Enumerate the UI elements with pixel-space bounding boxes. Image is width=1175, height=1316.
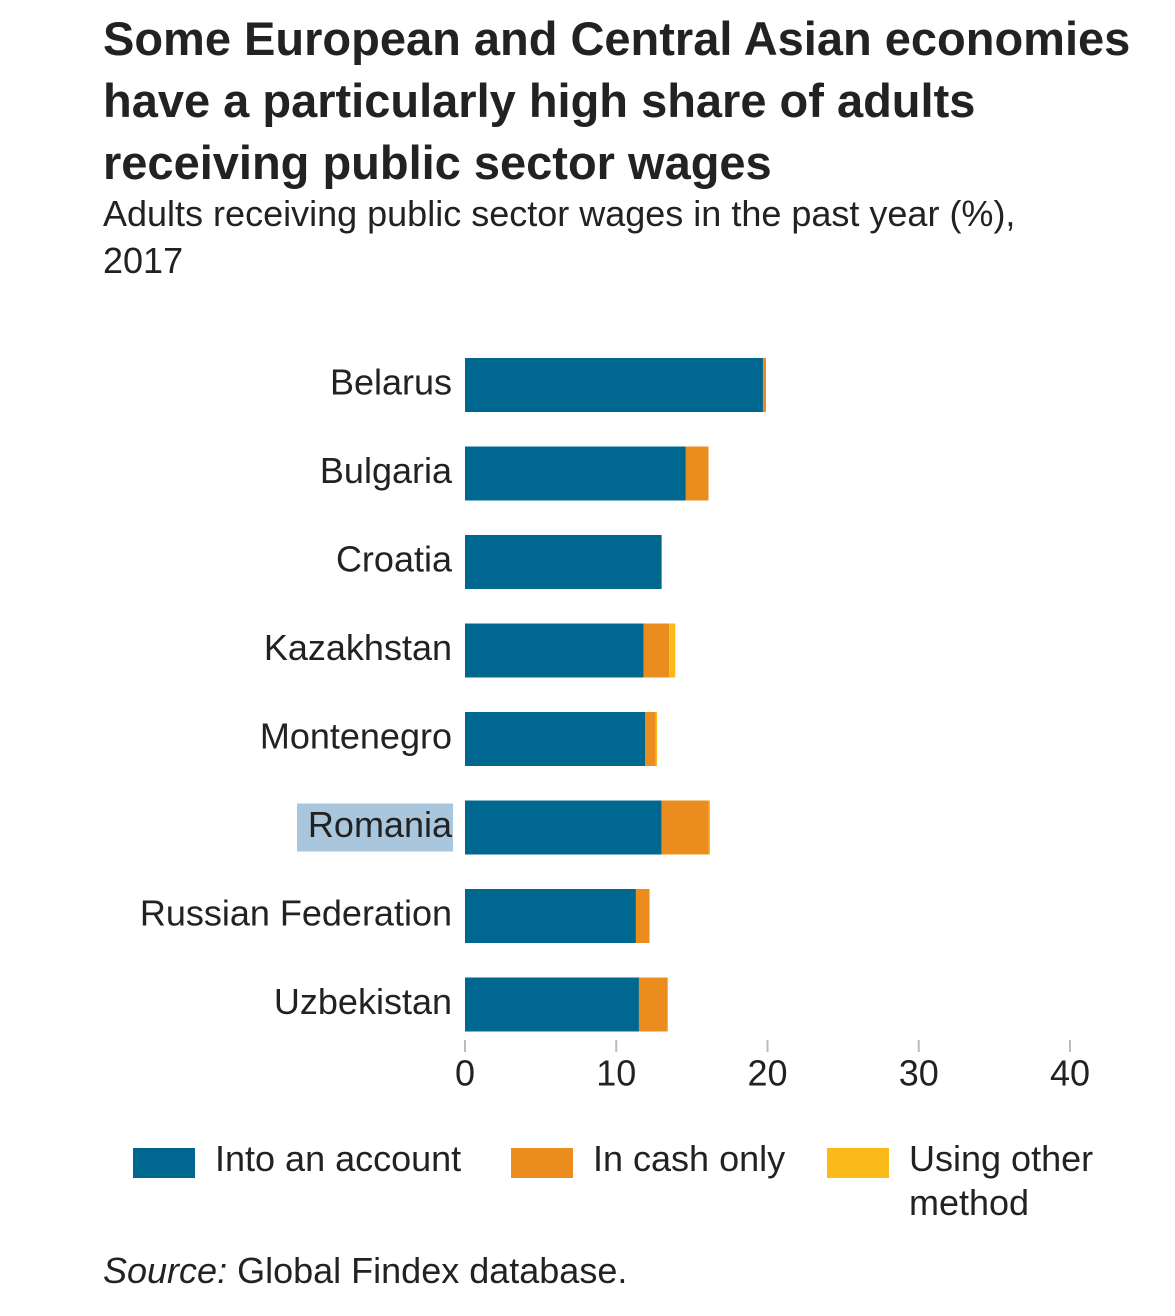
bar-segment [708, 800, 711, 855]
bar-segment [762, 358, 766, 412]
chart-subtitle: Adults receiving public sector wages in … [103, 193, 1016, 281]
x-tick-label: 30 [899, 1053, 939, 1094]
bar-segment [685, 446, 709, 501]
bar-segment [465, 712, 645, 766]
y-tick-label: Kazakhstan [264, 627, 452, 668]
legend-label: Into an account [215, 1138, 462, 1179]
bar-segment [465, 889, 636, 943]
x-tick-label: 20 [747, 1053, 787, 1094]
bar-segment [465, 977, 639, 1032]
bar-segment [644, 712, 656, 766]
bar-segment [661, 800, 709, 855]
legend-item: In cash only [511, 1138, 786, 1181]
highlight [297, 803, 453, 852]
y-tick-label: Montenegro [260, 716, 452, 757]
legend-swatch [133, 1148, 195, 1178]
bar-segment [655, 712, 658, 766]
y-tick-label: Russian Federation [140, 893, 452, 934]
bar-segment [669, 623, 676, 678]
bar-segment [465, 446, 686, 501]
y-tick-label: Bulgaria [320, 450, 453, 491]
legend-label: In cash only [593, 1138, 786, 1179]
source: Source: Global Findex database. [103, 1250, 627, 1292]
x-tick-label: 10 [596, 1053, 636, 1094]
bar-segment [635, 889, 650, 943]
y-tick-label: Belarus [330, 362, 452, 403]
x-tick-label: 40 [1050, 1053, 1090, 1094]
legend-item: Into an account [133, 1138, 462, 1181]
bar-segment [465, 800, 662, 855]
legend-label: Using other method [909, 1138, 1094, 1223]
source-label: Source: [103, 1250, 228, 1291]
bar-segment [638, 977, 668, 1032]
bar-segment [643, 623, 670, 678]
chart-title: Some European and Central Asian economie… [103, 12, 1131, 189]
source-text: Global Findex database. [237, 1250, 628, 1291]
legend-swatch [827, 1148, 889, 1178]
legend-swatch [511, 1148, 573, 1178]
x-tick-label: 0 [455, 1053, 475, 1094]
bar-segment [465, 535, 662, 589]
y-tick-label: Croatia [336, 539, 453, 580]
legend-item: Using other method [827, 1138, 1109, 1225]
bar-segment [465, 358, 763, 412]
y-tick-label: Romania [308, 804, 453, 845]
y-tick-label: Uzbekistan [274, 981, 452, 1022]
bar-segment [465, 623, 644, 678]
